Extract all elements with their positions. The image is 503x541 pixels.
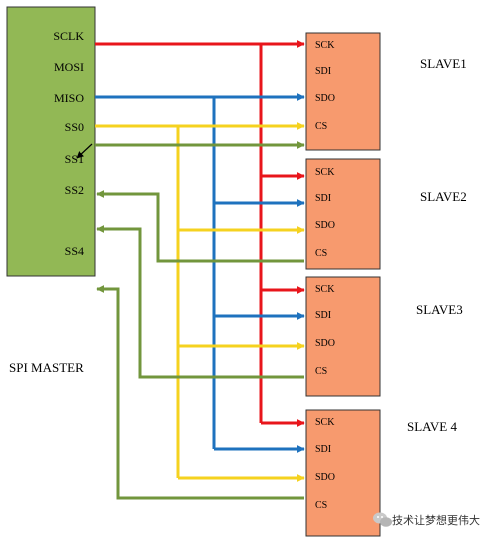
master-title: SPI MASTER: [9, 360, 84, 375]
slave3-pin-cs: CS: [315, 366, 327, 377]
slave-block-4: [305, 409, 381, 537]
slave1-pin-sdi: SDI: [315, 66, 331, 77]
master-pin-mosi: MOSI: [54, 60, 84, 74]
slave-block-2: [305, 158, 381, 270]
master-pin-ss1: SS1: [65, 152, 84, 166]
master-pin-ss0: SS0: [65, 120, 84, 134]
slave1-pin-sdo: SDO: [315, 93, 335, 104]
master-pin-ss4: SS4: [65, 244, 84, 258]
slave1-title: SLAVE1: [420, 56, 467, 71]
ss1-pointer-arrow: [76, 143, 93, 159]
wire-cs-slave4: [96, 285, 304, 500]
slave2-pin-sdo: SDO: [315, 220, 335, 231]
slave-block-1: [305, 32, 381, 151]
slave2-pin-cs: CS: [315, 248, 327, 259]
slave3-pin-sdo: SDO: [315, 338, 335, 349]
slave2-title: SLAVE2: [420, 189, 467, 204]
slave4-pin-sck: SCK: [315, 417, 335, 428]
master-block: [6, 6, 96, 277]
slave3-pin-sdi: SDI: [315, 310, 331, 321]
slave3-title: SLAVE3: [416, 302, 463, 317]
slave3-pin-sck: SCK: [315, 284, 335, 295]
wire-cs-slave2: [96, 190, 304, 263]
slave4-title: SLAVE 4: [407, 419, 457, 434]
watermark: 技术让梦想更伟大: [373, 512, 480, 527]
slave4-pin-cs: CS: [315, 500, 327, 511]
slave2-pin-sck: SCK: [315, 167, 335, 178]
slave1-pin-cs: CS: [315, 121, 327, 132]
wire-cs-slave3: [96, 225, 304, 379]
slave4-pin-sdo: SDO: [315, 472, 335, 483]
master-pin-sclk: SCLK: [53, 29, 84, 43]
wechat-icon: [373, 512, 392, 527]
watermark-text: 技术让梦想更伟大: [392, 513, 480, 527]
slave1-pin-sck: SCK: [315, 40, 335, 51]
slave2-pin-sdi: SDI: [315, 193, 331, 204]
slave-block-3: [305, 276, 381, 397]
slave4-pin-sdi: SDI: [315, 444, 331, 455]
master-pin-ss2: SS2: [65, 183, 84, 197]
master-pin-miso: MISO: [54, 91, 84, 105]
